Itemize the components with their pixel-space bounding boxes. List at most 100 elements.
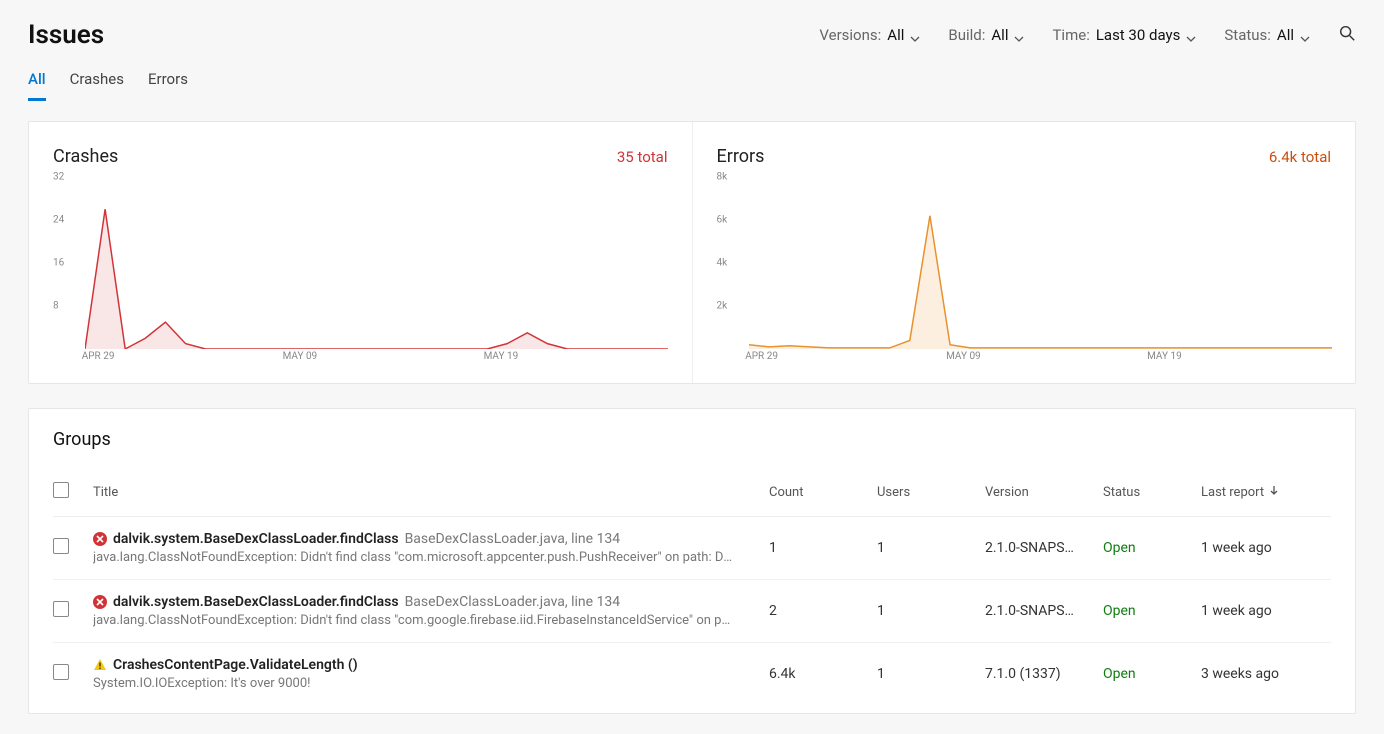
filter-time[interactable]: Time: Last 30 days [1052,26,1196,44]
header-title[interactable]: Title [93,485,761,500]
header-version[interactable]: Version [985,485,1095,500]
chevron-down-icon [1300,30,1310,40]
crashes-chart-total: 35 total [617,148,668,166]
row-title-cell: CrashesContentPage.ValidateLength () Sys… [93,657,761,691]
row-location: BaseDexClassLoader.java, line 134 [405,594,621,610]
page: Issues Versions: All Build: All Time: La… [0,0,1384,734]
tab-errors[interactable]: Errors [148,66,188,101]
filter-status-label: Status: [1224,26,1271,44]
errors-chart-panel: Errors 6.4k total 2k 4k 6k 8k APR 29 MAY 09 MA… [692,122,1356,383]
row-status: Open [1103,666,1193,682]
row-version: 7.1.0 (1337) [985,666,1095,682]
row-name: CrashesContentPage.ValidateLength () [113,657,358,673]
x-axis-tick: APR 29 [82,351,115,362]
chevron-down-icon [1186,30,1196,40]
groups-card: Groups Title Count Users Version Status … [28,408,1356,714]
tab-all[interactable]: All [28,66,46,101]
filter-time-label: Time: [1052,26,1089,44]
filter-status[interactable]: Status: All [1224,26,1310,44]
row-location: BaseDexClassLoader.java, line 134 [405,531,621,547]
filter-build-value: All [991,26,1008,44]
y-axis-tick: 4k [717,258,728,269]
row-name: dalvik.system.BaseDexClassLoader.findCla… [113,531,399,547]
row-checkbox-cell [53,601,85,621]
errors-chart-total: 6.4k total [1269,148,1331,166]
error-icon [93,658,107,672]
row-version: 2.1.0-SNAPS… [985,603,1095,619]
search-icon[interactable] [1338,24,1356,46]
table-row[interactable]: dalvik.system.BaseDexClassLoader.findCla… [53,580,1331,643]
y-axis-tick: 24 [53,215,64,226]
row-count: 2 [769,603,869,619]
row-checkbox-cell [53,538,85,558]
chevron-down-icon [1014,30,1024,40]
header-users[interactable]: Users [877,485,977,500]
row-title-cell: dalvik.system.BaseDexClassLoader.findCla… [93,531,761,565]
filter-status-value: All [1277,26,1294,44]
y-axis-tick: 32 [53,172,64,183]
row-checkbox[interactable] [53,538,69,554]
crash-icon [93,595,107,609]
groups-table-body: dalvik.system.BaseDexClassLoader.findCla… [53,517,1331,705]
row-status: Open [1103,540,1193,556]
row-version: 2.1.0-SNAPS… [985,540,1095,556]
row-description: java.lang.ClassNotFoundException: Didn't… [93,550,733,565]
header-count[interactable]: Count [769,485,869,500]
filter-versions[interactable]: Versions: All [819,26,920,44]
y-axis-tick: 6k [717,215,728,226]
x-axis-tick: MAY 09 [946,351,981,362]
table-row[interactable]: dalvik.system.BaseDexClassLoader.findCla… [53,517,1331,580]
x-axis: APR 29MAY 09MAY 19 [749,351,1332,367]
y-axis-tick: 8k [717,172,728,183]
row-last-report: 1 week ago [1201,603,1331,619]
row-users: 1 [877,666,977,682]
x-axis-tick: APR 29 [745,351,778,362]
row-users: 1 [877,540,977,556]
header-checkbox-cell [53,482,85,502]
filter-versions-label: Versions: [819,26,881,44]
row-title-cell: dalvik.system.BaseDexClassLoader.findCla… [93,594,761,628]
groups-table-header: Title Count Users Version Status Last re… [53,474,1331,517]
x-axis-tick: MAY 19 [1147,351,1182,362]
errors-chart: 2k4k6k8kAPR 29MAY 09MAY 19 [717,177,1332,367]
x-axis: APR 29 MAY 09 MAY 19 [85,351,668,367]
filter-time-value: Last 30 days [1096,26,1181,44]
crashes-chart-panel: Crashes 35 total 8162432APR 29MAY 09MAY … [29,122,692,383]
row-status: Open [1103,603,1193,619]
y-axis-tick: 8 [53,301,59,312]
filter-build[interactable]: Build: All [948,26,1024,44]
row-count: 6.4k [769,666,869,682]
row-last-report: 3 weeks ago [1201,666,1331,682]
row-name: dalvik.system.BaseDexClassLoader.findCla… [113,594,399,610]
row-count: 1 [769,540,869,556]
x-axis-tick: MAY 19 [484,351,519,362]
tab-crashes[interactable]: Crashes [70,66,124,101]
page-title: Issues [28,20,104,50]
row-description: java.lang.ClassNotFoundException: Didn't… [93,613,733,628]
errors-chart-header: Errors 6.4k total [717,146,1332,167]
crashes-chart: 8162432APR 29MAY 09MAY 19 [53,177,668,367]
tabs: All Crashes Errors [28,66,1356,101]
row-checkbox[interactable] [53,601,69,617]
sort-desc-icon [1268,484,1280,500]
chart-plot [749,177,1332,349]
x-axis-tick: MAY 09 [283,351,318,362]
header-last-report[interactable]: Last report [1201,484,1331,500]
header-status[interactable]: Status [1103,485,1193,500]
row-checkbox-cell [53,664,85,684]
select-all-checkbox[interactable] [53,482,69,498]
row-checkbox[interactable] [53,664,69,680]
crash-icon [93,532,107,546]
groups-section-title: Groups [53,429,1331,450]
filter-versions-value: All [887,26,904,44]
table-row[interactable]: CrashesContentPage.ValidateLength () Sys… [53,643,1331,705]
row-last-report: 1 week ago [1201,540,1331,556]
filter-build-label: Build: [948,26,985,44]
y-axis-tick: 2k [717,301,728,312]
filter-bar: Versions: All Build: All Time: Last 30 d… [819,24,1356,46]
crashes-chart-header: Crashes 35 total [53,146,668,167]
row-description: System.IO.IOException: It's over 9000! [93,676,733,691]
row-users: 1 [877,603,977,619]
page-header: Issues Versions: All Build: All Time: La… [28,20,1356,50]
chevron-down-icon [910,30,920,40]
